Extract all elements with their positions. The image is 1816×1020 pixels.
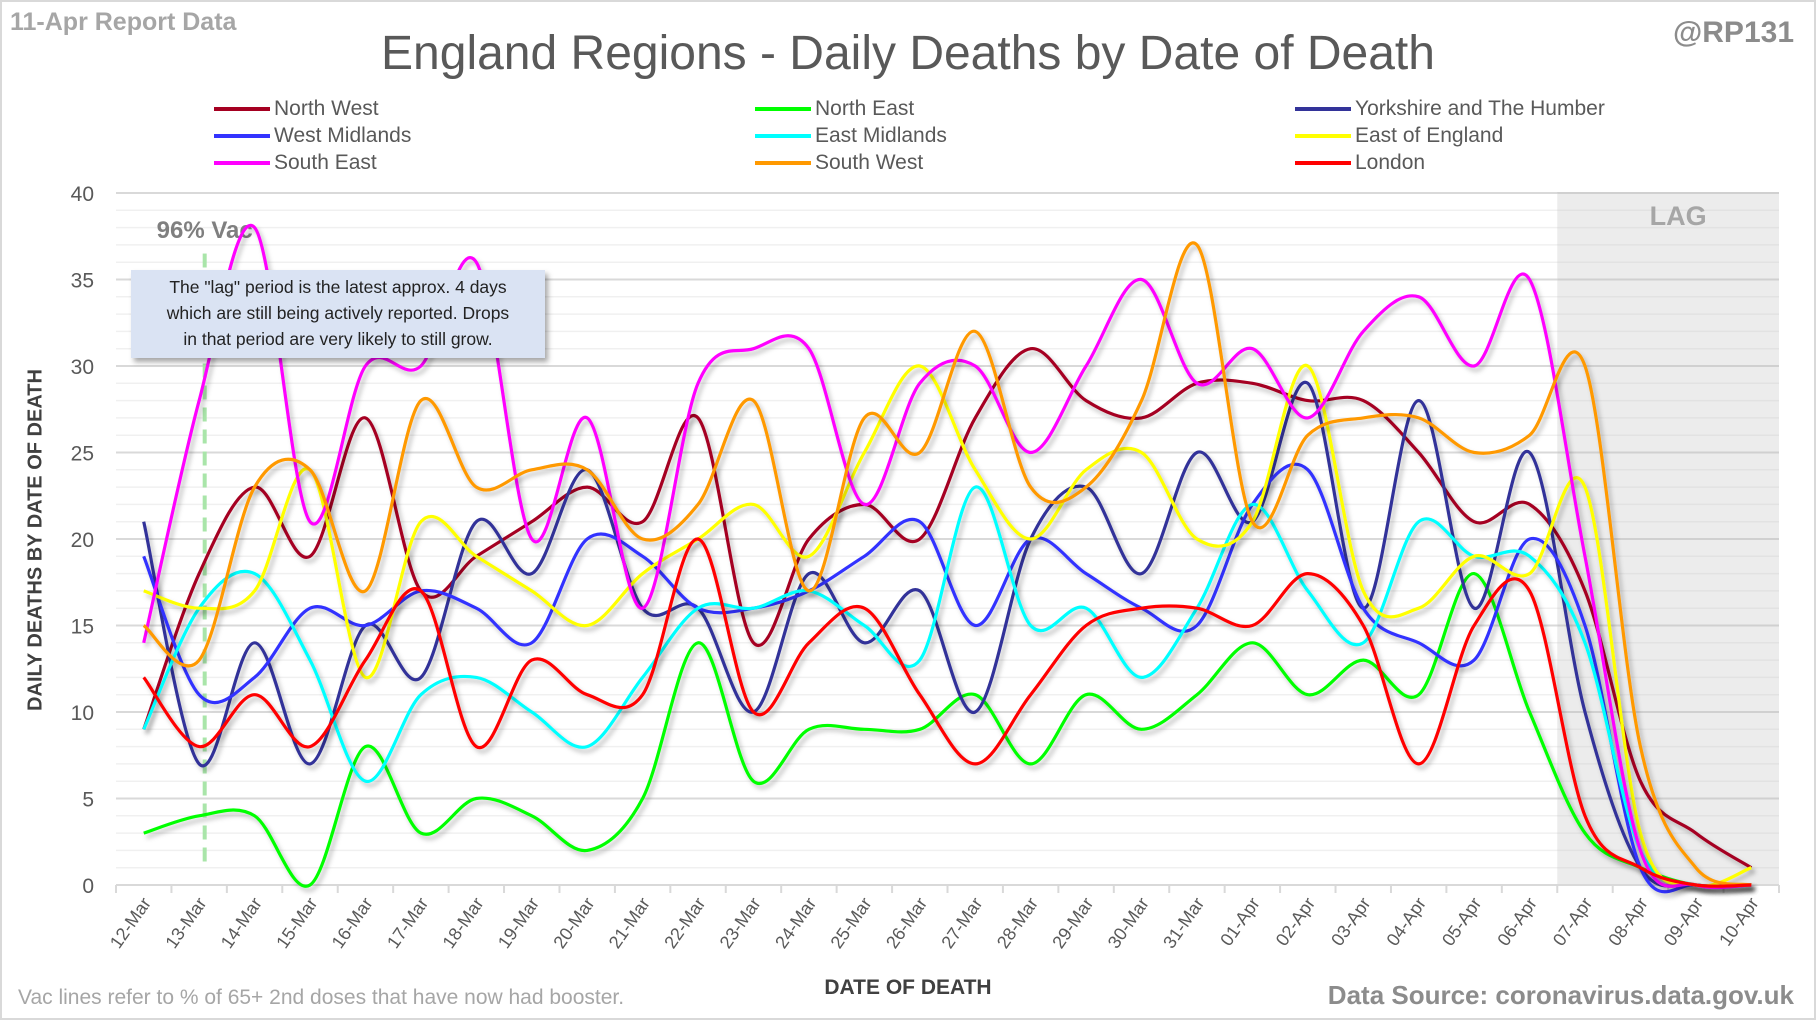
x-tick-label: 31-Mar (1159, 894, 1208, 952)
legend: North West North East Yorkshire and The Hu… (0, 96, 1816, 180)
legend-label: Yorkshire and The Humber (1355, 97, 1605, 120)
y-axis-ticks: 0 5 10 15 20 25 30 35 40 (71, 183, 94, 898)
legend-swatch (1295, 107, 1351, 111)
legend-label: East of England (1355, 124, 1504, 147)
x-tick-label: 30-Mar (1104, 894, 1153, 952)
author-handle: @RP131 (1673, 16, 1794, 49)
x-tick-label: 10-Apr (1715, 894, 1762, 950)
x-tick-label: 21-Mar (605, 894, 654, 952)
line-east-of-england (143, 364, 1752, 888)
series-lines (142, 223, 1753, 894)
legend-item-yorkshire-and-the-humber: Yorkshire and The Humber (1295, 96, 1605, 122)
legend-swatch (1295, 134, 1351, 138)
y-tick-label: 35 (71, 270, 94, 293)
x-tick-label: 25-Mar (827, 894, 876, 952)
chart-title: England Regions - Daily Deaths by Date o… (381, 27, 1435, 80)
x-tick-label: 01-Apr (1216, 894, 1263, 950)
legend-label: London (1355, 151, 1426, 174)
vac-footnote: Vac lines refer to % of 65+ 2nd doses th… (18, 986, 625, 1009)
legend-item-west-midlands: West Midlands (214, 123, 411, 149)
lag-note-box: The "lag" period is the latest approx. 4… (131, 270, 545, 358)
series-east-midlands (142, 485, 1752, 890)
x-tick-label: 17-Mar (383, 894, 432, 952)
x-tick-label: 05-Apr (1438, 894, 1485, 950)
y-tick-label: 15 (71, 616, 94, 639)
legend-item-south-east: South East (214, 150, 377, 176)
note-line: The "lag" period is the latest approx. 4… (169, 277, 507, 297)
y-axis-title: DAILY DEATHS BY DATE OF DEATH (24, 369, 47, 711)
x-tick-label: 08-Apr (1604, 894, 1651, 950)
x-tick-label: 15-Mar (272, 894, 321, 952)
x-tick-label: 22-Mar (660, 894, 709, 952)
line-south-east (142, 223, 1752, 890)
x-tick-label: 13-Mar (161, 894, 210, 952)
line-north-east (143, 572, 1752, 888)
y-tick-label: 0 (82, 875, 94, 898)
legend-item-london: London (1295, 150, 1425, 176)
x-tick-label: 07-Apr (1549, 894, 1596, 950)
x-tick-label: 03-Apr (1327, 894, 1374, 950)
line-north-west (142, 347, 1753, 870)
x-tick-label: 06-Apr (1493, 894, 1540, 950)
x-tick-label: 28-Mar (993, 894, 1042, 952)
x-axis-title: DATE OF DEATH (824, 976, 992, 999)
x-tick-label: 23-Mar (716, 894, 765, 952)
legend-item-south-west: South West (755, 150, 923, 176)
series-south-west (142, 241, 1752, 887)
x-tick-label: 19-Mar (494, 894, 543, 952)
legend-item-east-of-england: East of England (1295, 123, 1503, 149)
report-date-label: 11-Apr Report Data (10, 8, 237, 36)
x-tick-label: 14-Mar (217, 894, 266, 952)
legend-swatch (755, 134, 811, 138)
data-source: Data Source: coronavirus.data.gov.uk (1327, 980, 1794, 1010)
legend-swatch (1295, 161, 1351, 165)
legend-label: North East (815, 97, 915, 120)
x-tick-label: 12-Mar (106, 894, 155, 952)
x-tick-label: 26-Mar (882, 894, 931, 952)
series-london (142, 537, 1752, 888)
legend-item-east-midlands: East Midlands (755, 123, 947, 149)
x-tick-label: 04-Apr (1383, 894, 1430, 950)
legend-label: East Midlands (815, 124, 947, 147)
x-tick-label: 16-Mar (328, 894, 377, 952)
y-tick-label: 10 (71, 702, 94, 725)
legend-swatch (755, 107, 811, 111)
legend-label: South East (274, 151, 377, 174)
legend-label: West Midlands (274, 124, 412, 147)
y-tick-label: 20 (71, 529, 94, 552)
x-tick-label: 20-Mar (549, 894, 598, 952)
line-east-midlands (142, 485, 1752, 890)
y-tick-label: 40 (71, 183, 94, 206)
legend-label: South West (815, 151, 924, 174)
x-tick-label: 27-Mar (937, 894, 986, 952)
x-tick-label: 24-Mar (771, 894, 820, 952)
vaccination-marker-label: 96% Vac (157, 217, 253, 244)
y-tick-label: 30 (71, 356, 94, 379)
x-tick-label: 18-Mar (439, 894, 488, 952)
legend-item-north-east: North East (755, 96, 914, 122)
legend-swatch (755, 161, 811, 165)
lag-gridlines (1557, 192, 1779, 886)
legend-swatch (214, 161, 270, 165)
series-south-east (142, 223, 1752, 890)
y-tick-label: 5 (82, 789, 94, 812)
x-tick-label: 09-Apr (1660, 894, 1707, 950)
line-yorkshire-and-the-humber (142, 380, 1752, 888)
line-south-west (142, 241, 1752, 887)
legend-label: North West (274, 97, 379, 120)
legend-item-north-west: North West (214, 96, 379, 122)
legend-swatch (214, 134, 270, 138)
x-tick-label: 29-Mar (1048, 894, 1097, 952)
line-london (142, 537, 1752, 888)
x-tick-label: 02-Apr (1272, 894, 1319, 950)
y-tick-label: 25 (71, 443, 94, 466)
legend-swatch (214, 107, 270, 111)
x-axis-ticks: 12-Mar 13-Mar 14-Mar 15-Mar 16-Mar 17-Mar 18-M… (106, 884, 1780, 952)
note-line: which are still being actively reported.… (166, 303, 510, 323)
lag-label: LAG (1650, 201, 1707, 231)
note-line: in that period are very likely to still … (183, 329, 493, 349)
